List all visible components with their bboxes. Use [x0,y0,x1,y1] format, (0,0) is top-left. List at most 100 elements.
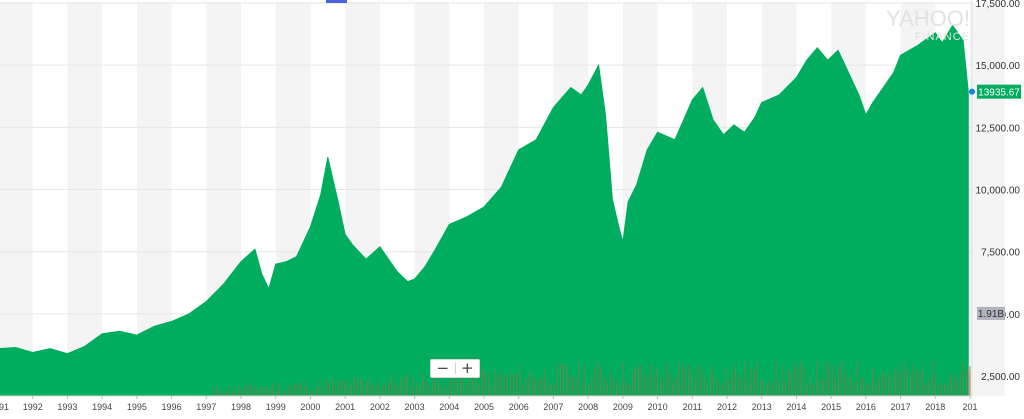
volume-bar [588,384,590,396]
volume-bar [944,383,946,396]
volume-bar [538,379,540,396]
last-value-label: 13935.67 [978,88,1020,99]
volume-bar [335,385,337,396]
volume-bar [372,385,374,396]
volume-bar [953,374,955,396]
volume-bar [494,368,496,396]
volume-bar [888,373,890,396]
volume-bar [566,364,568,396]
volume-bar [585,365,587,396]
volume-bar [469,375,471,396]
volume-bar [825,361,827,396]
volume-bar [819,380,821,396]
volume-bar [663,380,665,396]
volume-bar [635,364,637,396]
volume-bar [828,363,830,396]
volume-bar [544,368,546,396]
volume-bar [900,373,902,396]
volume-bar [219,390,221,396]
volume-bar [256,388,258,396]
volume-bar [763,380,765,396]
x-tick-label: 2002 [370,402,390,412]
volume-bar [344,381,346,396]
volume-bar [969,369,971,396]
volume-bar [738,374,740,396]
x-tick-label: 1995 [127,402,147,412]
volume-bar [666,363,668,396]
volume-bar [791,370,793,396]
volume-bar [775,360,777,396]
volume-bar [794,361,796,396]
volume-bar [269,388,271,396]
x-tick-label: 91 [0,402,9,412]
volume-bar [947,379,949,396]
volume-bar [278,382,280,396]
zoom-in-button[interactable]: + [460,359,474,377]
volume-bar [672,380,674,396]
range-selector-marker[interactable] [326,0,347,3]
zoom-control: − + [430,359,480,378]
zoom-out-button[interactable]: − [436,359,450,377]
volume-bar [572,376,574,396]
volume-bar [303,386,305,396]
volume-bar [450,369,452,396]
volume-bar [778,379,780,396]
x-tick-label: 2014 [786,402,806,412]
volume-bar [744,361,746,396]
x-tick-label: 2010 [648,402,668,412]
volume-bar [656,368,658,396]
volume-bar [238,385,240,396]
volume-bar [806,384,808,396]
volume-bar [653,375,655,396]
volume-bar [934,374,936,396]
volume-bar [916,369,918,396]
volume-bar [228,386,230,396]
volume-bar [750,368,752,396]
volume-label: 1.91B [978,309,1004,320]
volume-bar [235,389,237,396]
volume-bar [403,376,405,396]
volume-bar [541,376,543,396]
volume-bar [478,385,480,396]
volume-bar [691,371,693,396]
volume-bar [516,374,518,396]
volume-bar [675,375,677,396]
volume-bar [956,378,958,396]
volume-bar [838,366,840,396]
volume-bar [756,361,758,396]
volume-bar [410,388,412,396]
volume-bar [475,367,477,396]
volume-bar [928,378,930,396]
price-area [0,24,969,397]
volume-bar [816,360,818,396]
x-tick-label: 2011 [683,402,702,412]
x-tick-label: 1994 [92,402,112,412]
x-tick-label: 201 [962,402,977,412]
volume-bar [856,361,858,396]
volume-bar [341,379,343,396]
volume-bar [644,374,646,396]
volume-bar [316,385,318,396]
volume-bar [831,365,833,396]
volume-bar [528,371,530,396]
x-tick-label: 2007 [543,402,563,412]
volume-bar [866,383,868,396]
volume-bar [547,379,549,396]
y-tick-label: 7,500.00 [981,248,1020,259]
volume-bar [378,381,380,396]
volume-bar [472,378,474,396]
volume-bar [716,378,718,396]
volume-bar [285,387,287,396]
volume-bar [797,366,799,396]
volume-bar [247,384,249,396]
volume-bar [869,382,871,396]
volume-bar [728,380,730,396]
volume-bar [481,369,483,396]
volume-bar [722,383,724,396]
volume-bar [216,385,218,396]
volume-bar [319,379,321,396]
volume-bar [428,387,430,396]
volume-bar [244,386,246,396]
volume-bar [966,369,968,396]
volume-bar [456,374,458,396]
